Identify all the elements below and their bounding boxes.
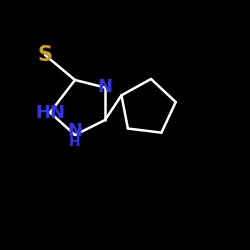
Text: N: N — [98, 78, 112, 96]
Text: H: H — [69, 135, 81, 149]
Text: N: N — [68, 122, 82, 140]
Text: HN: HN — [35, 104, 65, 122]
Text: S: S — [38, 45, 52, 65]
